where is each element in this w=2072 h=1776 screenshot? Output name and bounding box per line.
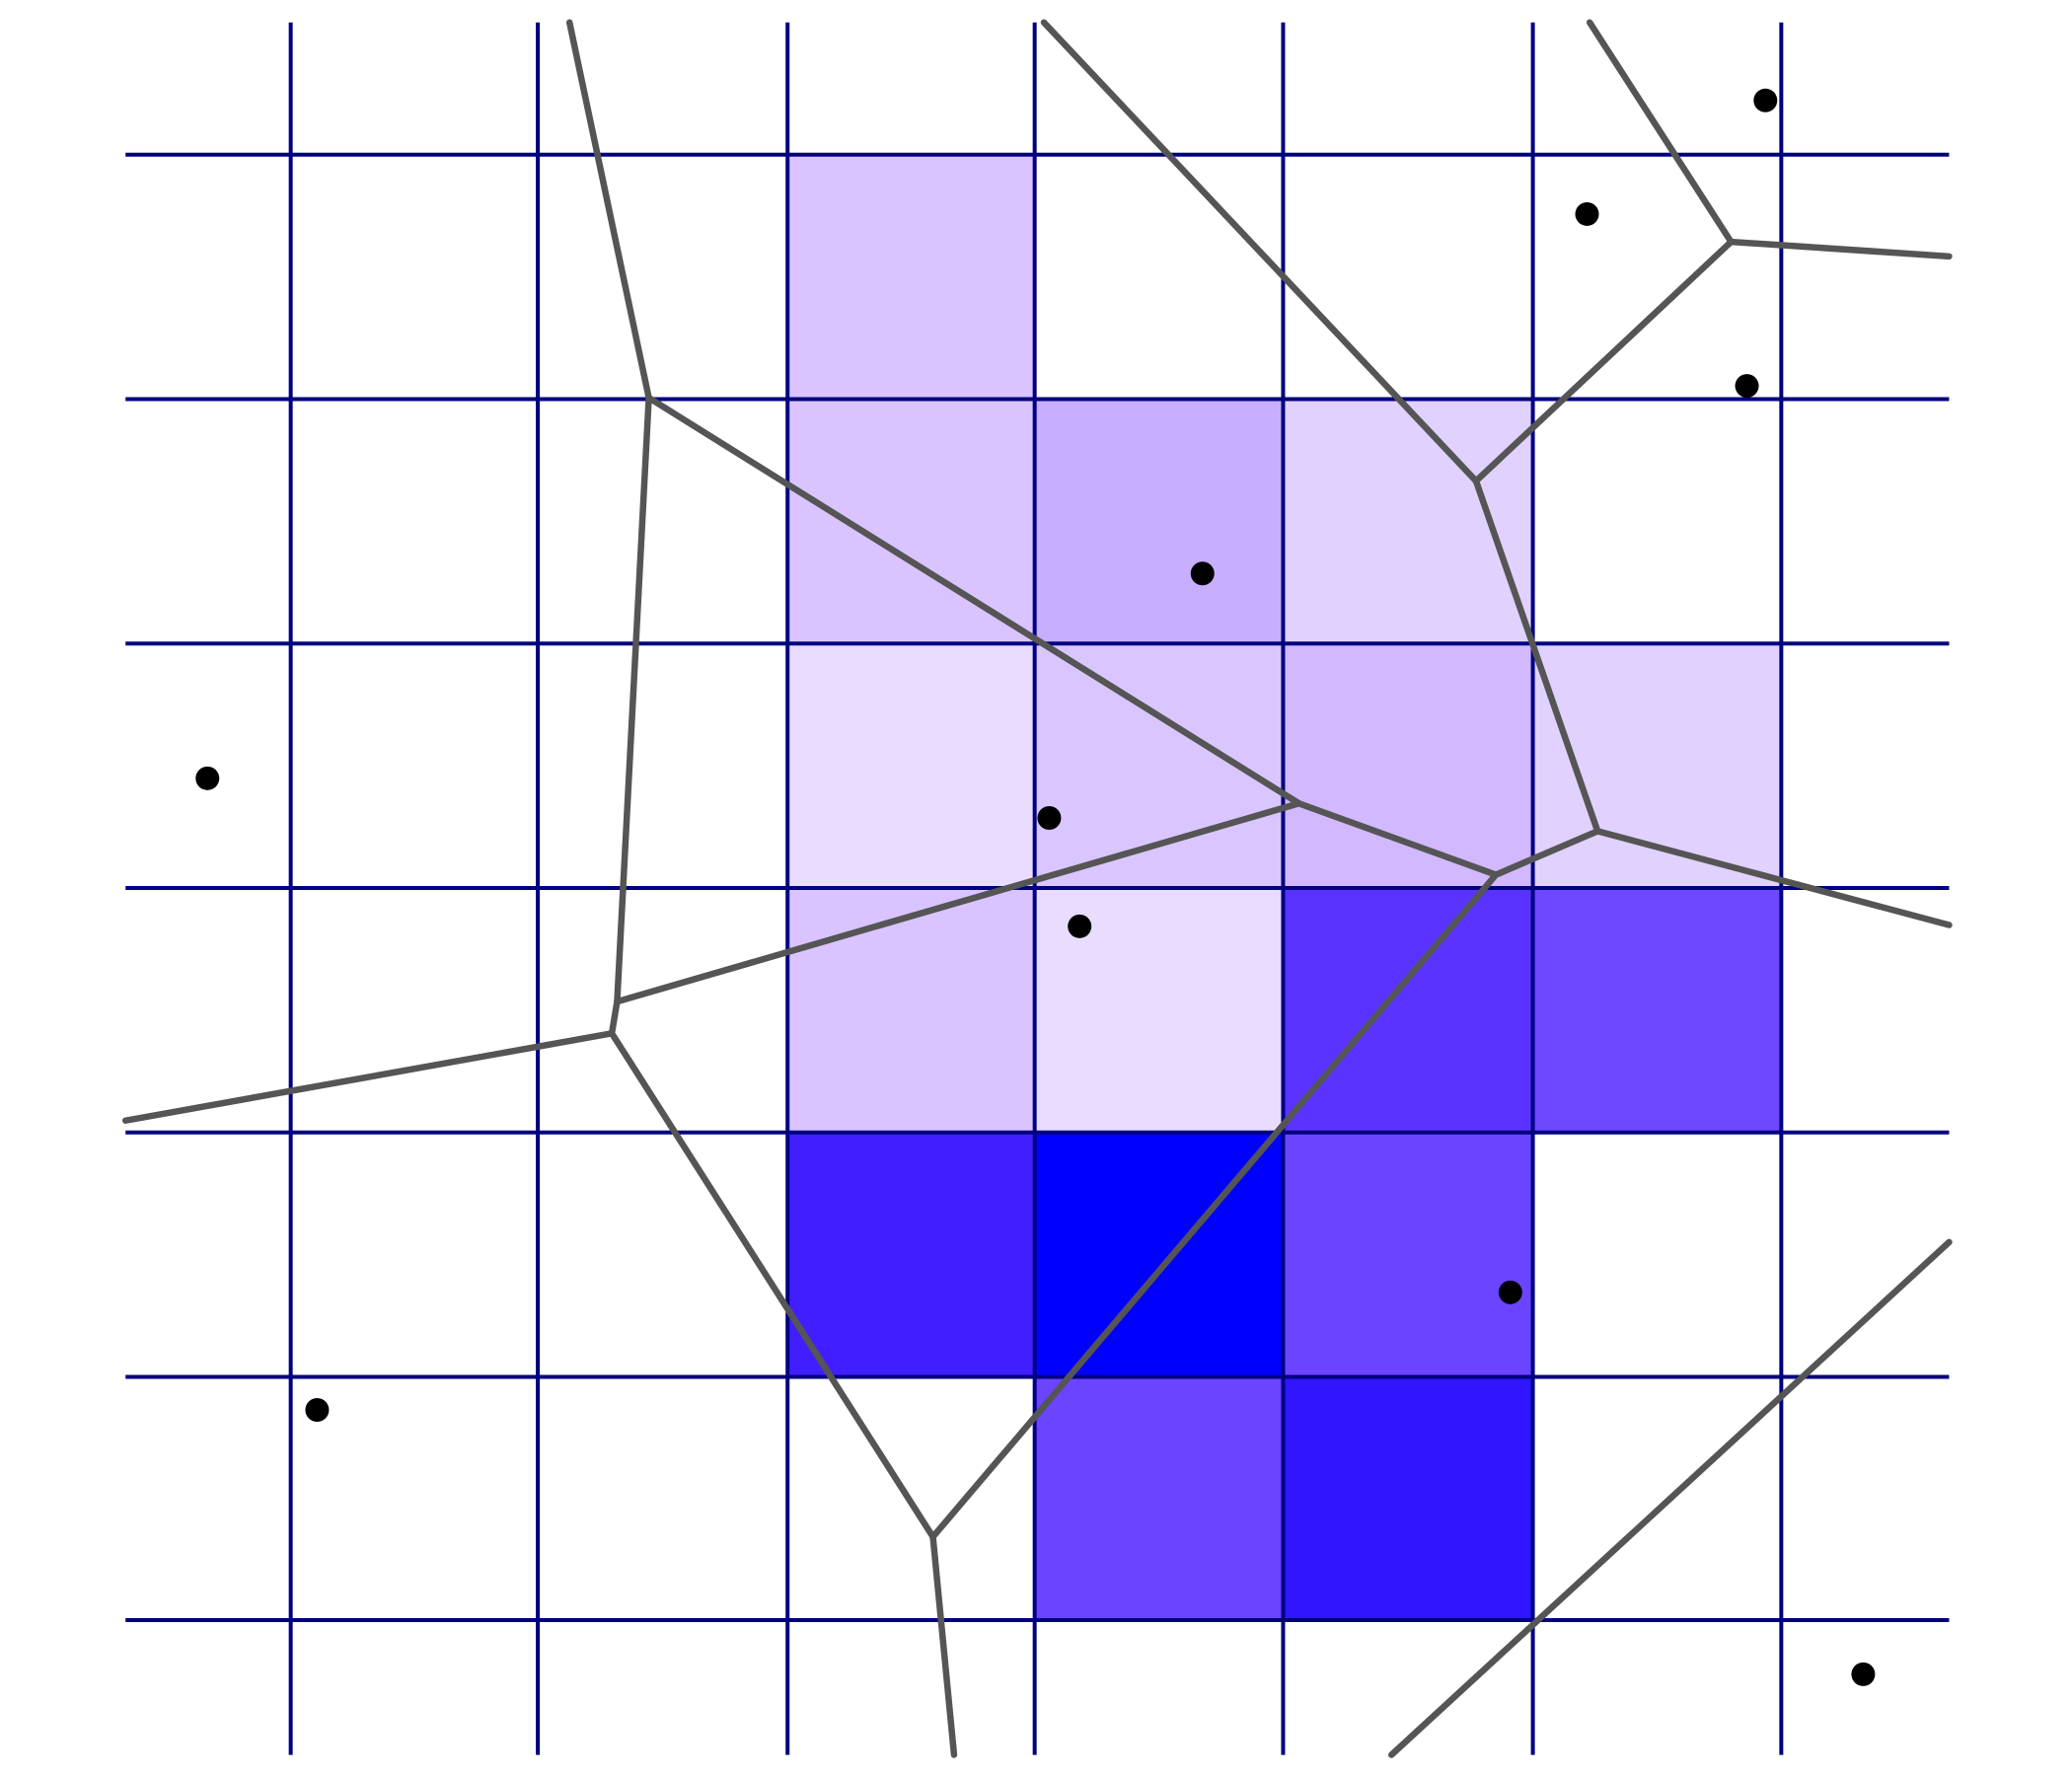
- voronoi-edge: [929, 1533, 958, 1758]
- voronoi-edge: [1586, 19, 1735, 246]
- site-point: [195, 766, 220, 790]
- shaded-cell: [1283, 399, 1533, 644]
- shaded-cell: [787, 154, 1035, 400]
- shaded-cell: [787, 888, 1035, 1133]
- shaded-cell: [787, 643, 1035, 888]
- site-point: [1851, 1662, 1876, 1686]
- voronoi-edge: [1472, 478, 1601, 835]
- voronoi-edge: [1388, 1238, 1953, 1758]
- voronoi-edge: [1492, 828, 1601, 878]
- site-point: [1498, 1280, 1522, 1304]
- shaded-cell: [1283, 643, 1533, 888]
- shaded-cell: [1034, 1376, 1284, 1620]
- site-points-layer: [195, 88, 1876, 1686]
- voronoi-edge: [1728, 238, 1953, 260]
- shaded-cell: [1034, 643, 1284, 888]
- voronoi-edge: [645, 394, 1302, 807]
- voronoi-edges-layer: [121, 19, 1953, 1758]
- shaded-cell: [787, 1132, 1035, 1377]
- site-point: [1068, 914, 1092, 938]
- voronoi-edge: [608, 1030, 936, 1540]
- grid-lines-layer: [125, 22, 1950, 1755]
- shaded-cell: [1532, 643, 1782, 888]
- voronoi-edge: [565, 19, 652, 402]
- voronoi-edge: [614, 394, 652, 1005]
- voronoi-edge: [1040, 19, 1480, 484]
- voronoi-edge: [929, 871, 1500, 1540]
- shaded-cell: [1283, 1376, 1533, 1620]
- shaded-cell: [787, 399, 1035, 644]
- voronoi-edge: [1295, 800, 1500, 878]
- shaded-cell: [1532, 888, 1782, 1133]
- shaded-cell: [1283, 888, 1533, 1133]
- voronoi-edge: [1593, 828, 1953, 928]
- voronoi-edge: [614, 800, 1302, 1005]
- site-point: [1037, 806, 1062, 831]
- voronoi-edge: [608, 998, 621, 1037]
- site-point: [1575, 201, 1599, 226]
- site-point: [1190, 561, 1215, 586]
- shaded-cell: [1034, 399, 1284, 644]
- site-point: [1735, 374, 1759, 399]
- voronoi-edge: [121, 1030, 616, 1124]
- site-point: [305, 1398, 330, 1423]
- site-point: [1753, 88, 1778, 112]
- shaded-cell: [1283, 1132, 1533, 1377]
- voronoi-edge: [1472, 238, 1735, 484]
